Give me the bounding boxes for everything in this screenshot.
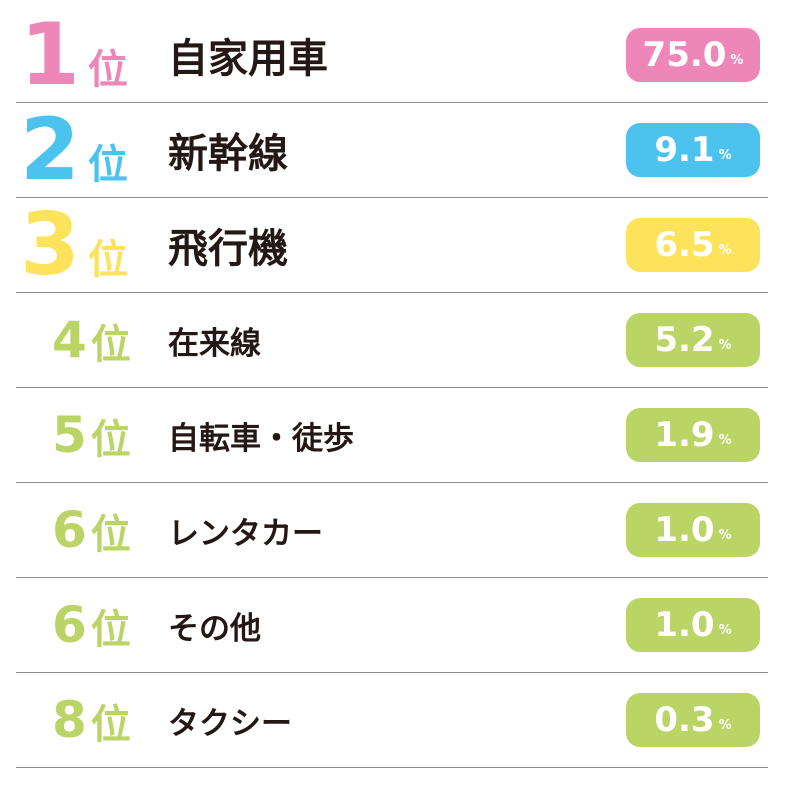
rank-suffix: 位 bbox=[90, 512, 131, 558]
percentage-badge: 5.2% bbox=[626, 313, 760, 367]
percentage-value: 0.3 bbox=[654, 700, 715, 740]
rank-suffix: 位 bbox=[90, 607, 131, 653]
percentage-unit: % bbox=[730, 53, 744, 68]
ranking-row: 4 位在来線 5.2% bbox=[16, 293, 768, 388]
percentage-unit: % bbox=[718, 718, 732, 733]
rank-suffix: 位 bbox=[87, 142, 128, 188]
transport-name: その他 bbox=[168, 610, 261, 647]
ranking-row: 1 位自家用車 75.0% bbox=[16, 8, 768, 103]
percentage-value: 9.1 bbox=[654, 130, 715, 170]
percentage-unit: % bbox=[718, 433, 732, 448]
transport-name: 自転車・徒歩 bbox=[168, 420, 354, 457]
percentage-value: 75.0 bbox=[642, 35, 727, 75]
rank-number: 6 bbox=[52, 596, 87, 654]
rank-suffix: 位 bbox=[90, 417, 131, 463]
percentage-badge: 9.1% bbox=[626, 123, 760, 177]
ranking-row: 6 位レンタカー 1.0% bbox=[16, 483, 768, 578]
percentage-unit: % bbox=[718, 623, 732, 638]
percentage-unit: % bbox=[718, 338, 732, 353]
rank-number: 4 bbox=[52, 311, 87, 369]
rank-number: 3 bbox=[20, 195, 80, 295]
percentage-value: 5.2 bbox=[654, 320, 715, 360]
ranking-list: 1 位自家用車 75.0% 2 位新幹線 9.1% 3 位飛行機 6.5% 4 位在来線 5.2% 5 位… bbox=[16, 8, 768, 768]
transport-name: レンタカー bbox=[168, 515, 323, 552]
percentage-value: 1.0 bbox=[654, 605, 715, 645]
rank-suffix: 位 bbox=[90, 702, 131, 748]
transport-name: 飛行機 bbox=[168, 226, 288, 272]
percentage-unit: % bbox=[718, 243, 732, 258]
percentage-badge: 0.3% bbox=[626, 693, 760, 747]
rank-number: 1 bbox=[20, 5, 80, 105]
rank-suffix: 位 bbox=[90, 322, 131, 368]
percentage-badge: 1.0% bbox=[626, 598, 760, 652]
ranking-row: 3 位飛行機 6.5% bbox=[16, 198, 768, 293]
ranking-row: 8 位タクシー 0.3% bbox=[16, 673, 768, 768]
rank-suffix: 位 bbox=[87, 237, 128, 283]
rank-suffix: 位 bbox=[87, 47, 128, 93]
rank-number: 2 bbox=[20, 100, 80, 200]
transport-name: 自家用車 bbox=[168, 36, 328, 82]
ranking-row: 6 位その他 1.0% bbox=[16, 578, 768, 673]
ranking-row: 5 位自転車・徒歩 1.9% bbox=[16, 388, 768, 483]
percentage-unit: % bbox=[718, 148, 732, 163]
percentage-value: 1.0 bbox=[654, 510, 715, 550]
percentage-value: 1.9 bbox=[654, 415, 715, 455]
rank-number: 8 bbox=[52, 691, 87, 749]
percentage-unit: % bbox=[718, 528, 732, 543]
rank-number: 6 bbox=[52, 501, 87, 559]
ranking-row: 2 位新幹線 9.1% bbox=[16, 103, 768, 198]
percentage-badge: 75.0% bbox=[626, 28, 760, 82]
percentage-badge: 1.9% bbox=[626, 408, 760, 462]
percentage-badge: 6.5% bbox=[626, 218, 760, 272]
transport-name: 新幹線 bbox=[168, 131, 288, 177]
percentage-badge: 1.0% bbox=[626, 503, 760, 557]
percentage-value: 6.5 bbox=[654, 225, 715, 265]
transport-name: タクシー bbox=[168, 705, 292, 742]
transport-name: 在来線 bbox=[168, 325, 261, 362]
rank-number: 5 bbox=[52, 406, 87, 464]
